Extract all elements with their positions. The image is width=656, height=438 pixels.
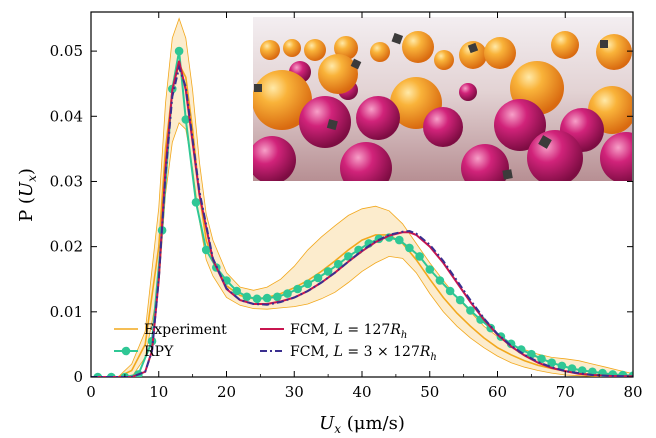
legend-item: FCM, L = 127Rh <box>260 322 407 341</box>
rpy-marker <box>293 284 302 294</box>
rpy-marker <box>577 366 587 375</box>
rpy-marker <box>93 372 103 377</box>
legend-item: Experiment <box>114 322 227 338</box>
legend-swatch-rpy-marker <box>121 346 131 356</box>
rpy-marker <box>537 354 546 364</box>
rpy-marker <box>232 286 241 296</box>
rpy-marker <box>334 259 343 269</box>
fcm-3x127-line <box>91 63 633 377</box>
rpy-marker <box>344 252 353 261</box>
rpy-marker <box>455 295 465 305</box>
colloidal-spheres-render-image <box>253 17 632 181</box>
rpy-marker <box>303 279 313 289</box>
rpy-marker <box>313 273 323 283</box>
rpy-marker <box>567 364 577 373</box>
rpy-marker <box>557 361 567 371</box>
rpy-marker <box>618 370 628 377</box>
rpy-marker <box>527 349 536 359</box>
y-tick-label: 0.02 <box>50 238 83 256</box>
x-tick-label: 40 <box>352 383 371 401</box>
rpy-marker <box>435 276 445 285</box>
x-tick-label: 30 <box>285 383 304 401</box>
legend-label: RPY <box>144 344 174 360</box>
y-axis-title: P (Ux) <box>16 168 39 222</box>
rpy-marker <box>262 293 272 303</box>
x-tick-label: 10 <box>149 383 168 401</box>
rpy-marker <box>395 235 404 245</box>
legend-item: FCM, L = 3 × 127Rh <box>260 344 437 363</box>
rpy-marker <box>242 292 252 302</box>
rpy-marker <box>405 243 414 253</box>
rpy-marker <box>252 294 262 304</box>
x-axis-title: Ux (μm/s) <box>319 413 405 436</box>
x-tick-label: 60 <box>488 383 507 401</box>
rpy-marker <box>506 339 516 349</box>
y-tick-label: 0.05 <box>50 42 83 60</box>
rpy-marker <box>425 265 435 274</box>
rpy-marker <box>283 289 292 298</box>
rpy-marker <box>273 292 282 302</box>
rpy-marker <box>547 358 556 368</box>
x-tick-label: 80 <box>623 383 642 401</box>
legend-label: Experiment <box>144 322 227 338</box>
y-tick-label: 0.03 <box>50 172 83 190</box>
x-tick-label: 0 <box>86 383 96 401</box>
rpy-marker <box>466 306 475 315</box>
x-tick-label: 50 <box>420 383 439 401</box>
y-tick-label: 0.01 <box>50 303 83 321</box>
rpy-marker <box>174 46 184 56</box>
rpy-marker <box>107 372 116 377</box>
rpy-marker <box>181 115 191 124</box>
rpy-marker <box>191 198 201 207</box>
legend-item: RPY <box>114 344 174 360</box>
x-tick-label: 70 <box>556 383 575 401</box>
rpy-marker <box>445 286 455 296</box>
legend-label: FCM, L = 3 × 127Rh <box>290 344 437 363</box>
y-tick-label: 0 <box>73 368 83 386</box>
rpy-marker <box>323 267 333 276</box>
x-tick-label: 20 <box>217 383 236 401</box>
y-tick-label: 0.04 <box>50 107 83 125</box>
rpy-marker <box>201 245 211 255</box>
legend-label: FCM, L = 127Rh <box>290 322 407 341</box>
rpy-marker <box>415 252 424 261</box>
